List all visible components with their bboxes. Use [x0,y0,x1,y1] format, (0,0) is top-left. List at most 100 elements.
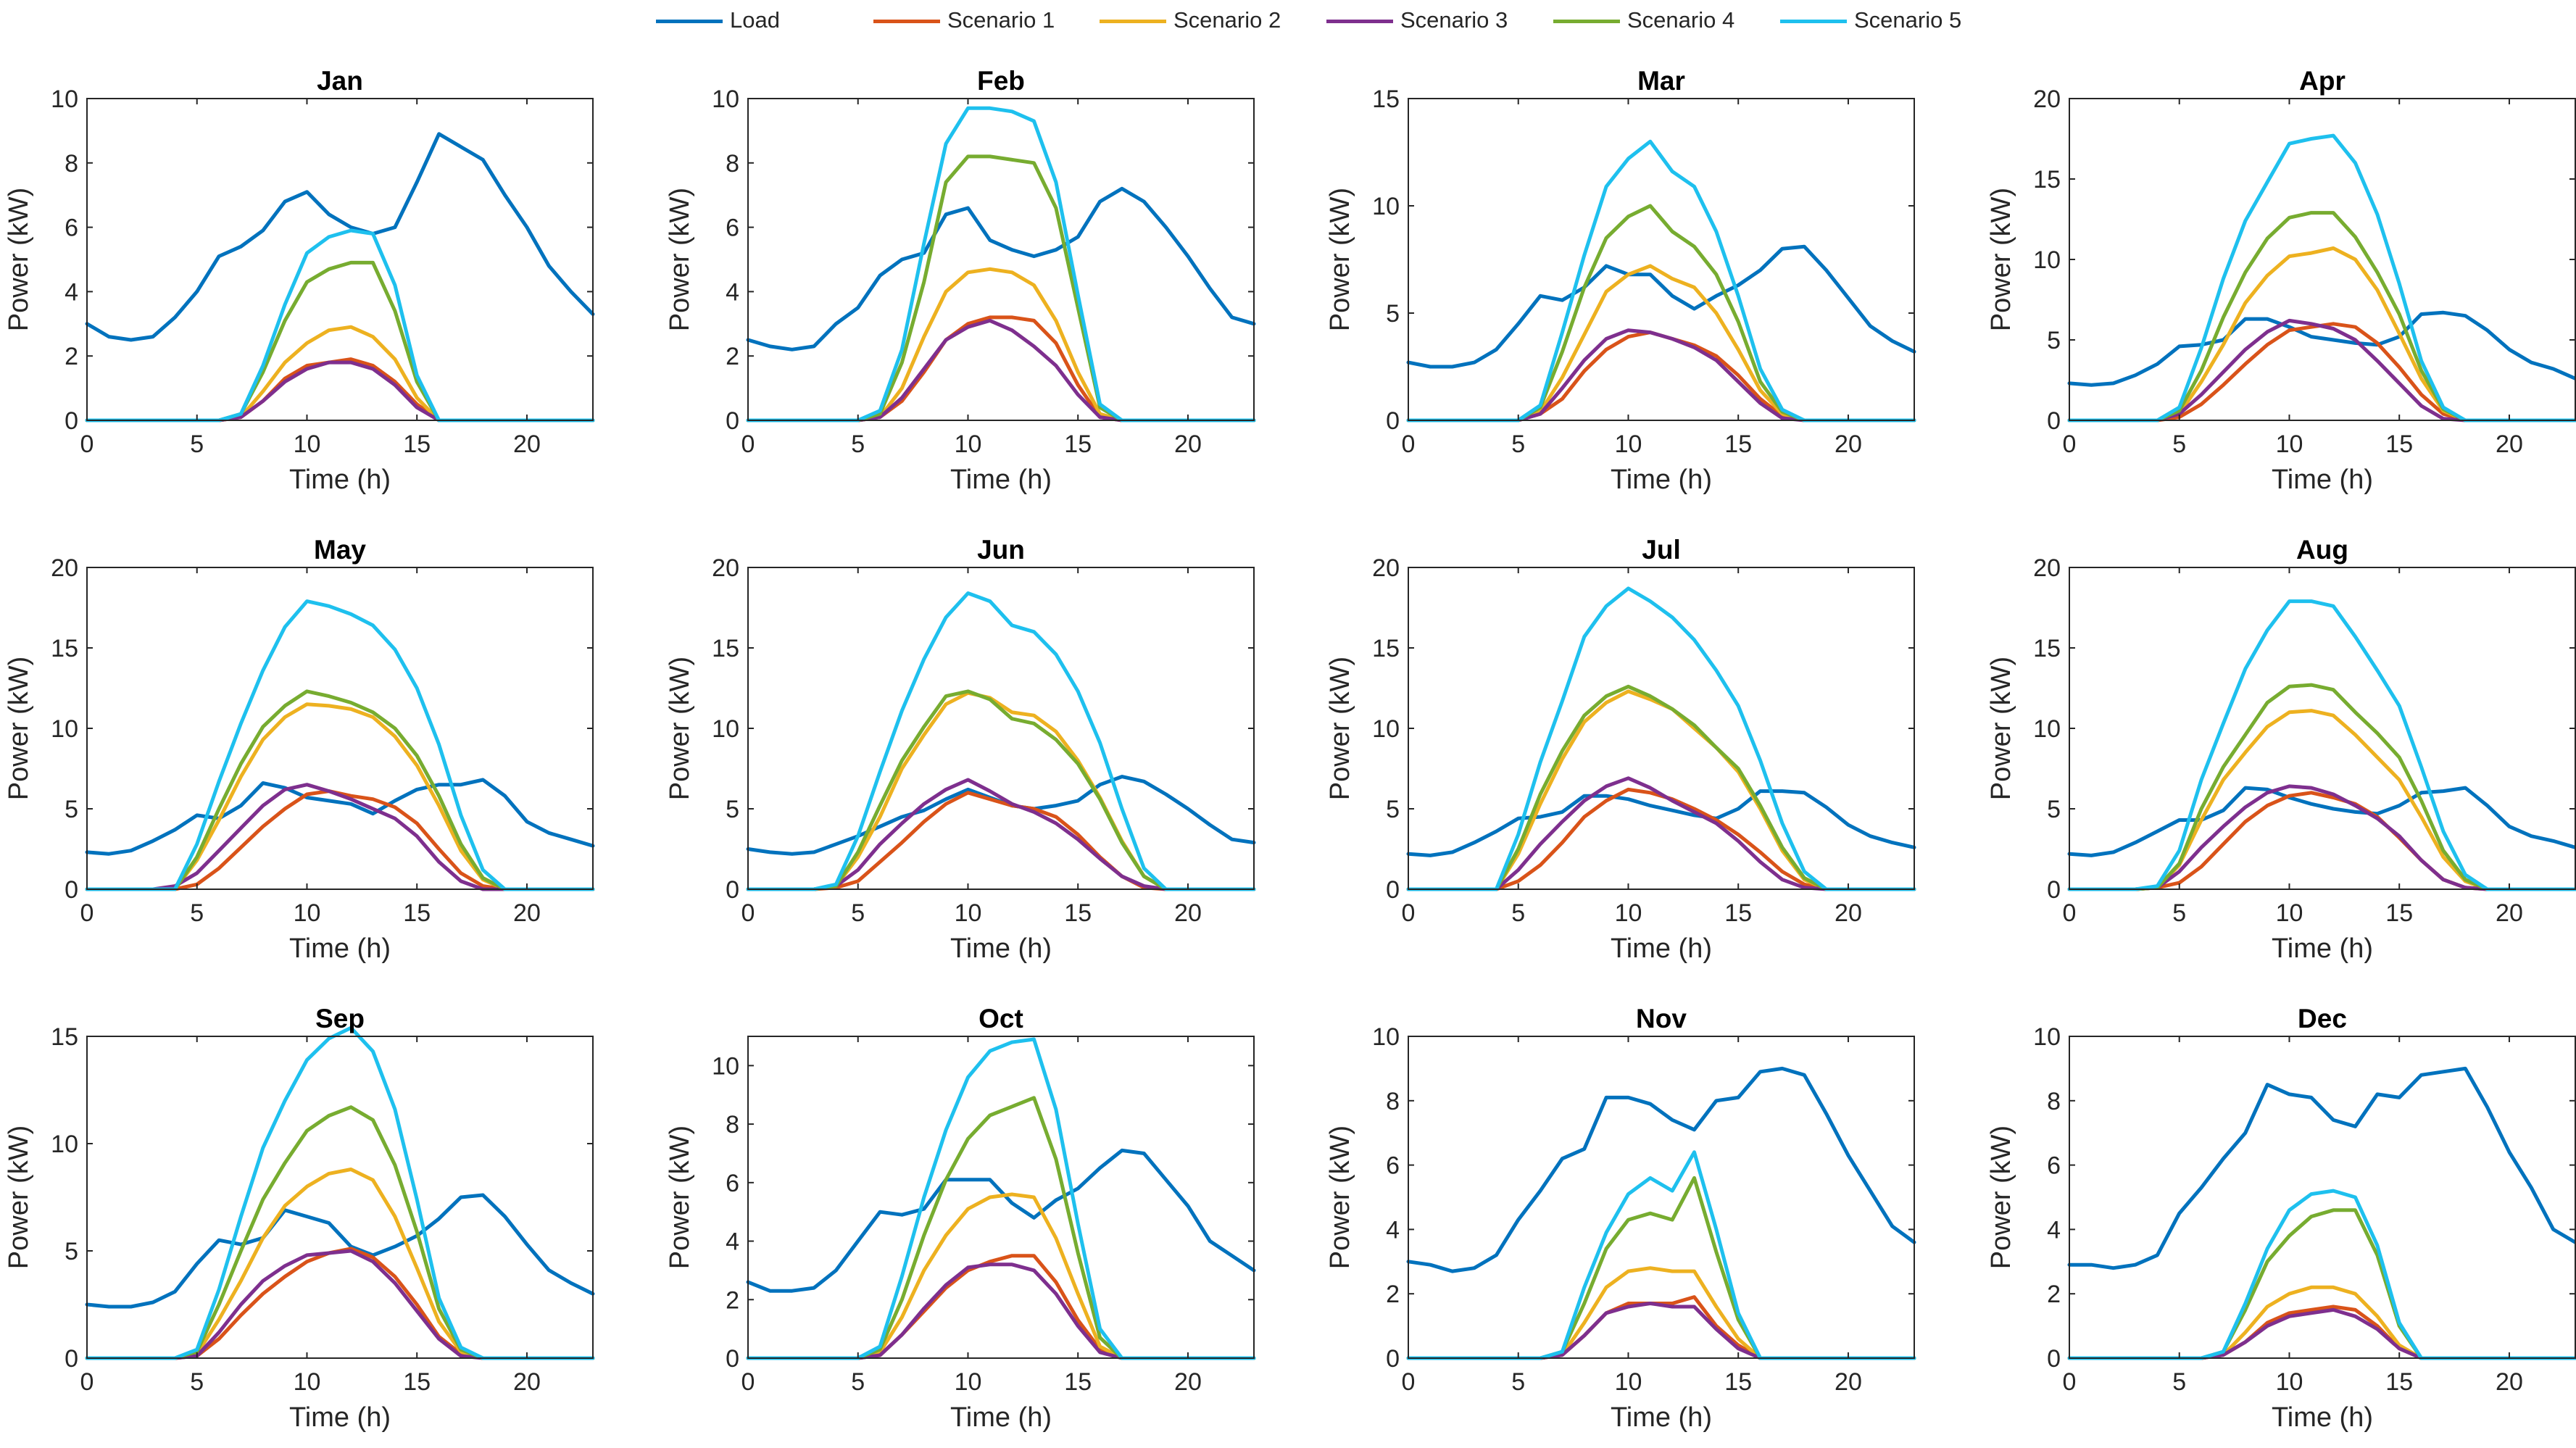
y-axis-label: Power (kW) [1325,188,1355,331]
legend: Load Scenario 1 Scenario 2 Scenario 3 Sc… [645,1,1961,38]
plot-area [1408,99,1914,420]
y-axis-label: Power (kW) [1986,188,2016,331]
legend-label-scenario-3: Scenario 3 [1400,7,1508,33]
series-line-load [1406,244,1916,369]
x-tick-label: 5 [190,1368,204,1396]
y-tick-label: 0 [65,407,78,435]
x-tick-label: 0 [1402,430,1416,458]
y-tick-label: 2 [65,343,78,370]
y-axis-label: Power (kW) [665,188,695,331]
series-line-load [85,778,595,856]
x-tick-label: 0 [80,1368,94,1396]
y-tick-label: 8 [65,150,78,178]
x-tick-label: 15 [403,1368,431,1396]
x-axis-label: Time (h) [2272,1402,2373,1433]
x-tick-label: 20 [513,899,541,927]
y-tick-label: 5 [65,1238,78,1265]
y-tick-label: 15 [2033,166,2061,194]
plot-area [748,567,1254,889]
x-tick-label: 15 [1064,430,1092,458]
x-tick-label: 20 [2496,899,2523,927]
y-axis-label: Power (kW) [665,1125,695,1269]
y-tick-label: 0 [2047,876,2061,904]
chart-title: Feb [977,66,1025,96]
plot-area [748,99,1254,420]
plot-area [87,1036,593,1358]
y-tick-label: 5 [65,796,78,823]
chart-title: Jan [317,66,363,96]
x-tick-label: 0 [80,899,94,927]
y-tick-label: 0 [1386,1345,1400,1373]
plot-area [87,99,593,420]
y-tick-label: 2 [1386,1281,1400,1308]
x-tick-label: 0 [2063,1368,2077,1396]
y-tick-label: 8 [726,150,739,178]
chart-title: Apr [2299,66,2346,96]
y-tick-label: 6 [65,215,78,242]
y-tick-label: 20 [51,554,78,582]
y-axis-label: Power (kW) [1986,657,2016,800]
y-tick-label: 10 [712,715,739,743]
axes-box [1408,98,1915,421]
y-tick-label: 6 [2047,1152,2061,1180]
chart-may: 0 5 10 15 20 0 5 10 15 20 May Time (h) Power (kW) [4,535,595,964]
y-axis-label: Power (kW) [1986,1125,2016,1269]
axes-box [2069,1036,2576,1359]
x-tick-label: 5 [851,899,865,927]
y-tick-label: 20 [2033,86,2061,113]
chart-nov: 0 5 10 15 20 0 2 4 6 8 10 Nov Time (h) Power (kW) [1325,1004,1916,1433]
x-axis-label: Time (h) [950,933,1052,964]
y-tick-label: 15 [51,635,78,662]
plot-area [1408,567,1914,889]
y-tick-label: 10 [51,1131,78,1158]
x-axis-label: Time (h) [950,1402,1052,1433]
x-tick-label: 20 [2496,430,2523,458]
legend-label-scenario-2: Scenario 2 [1173,7,1281,33]
x-tick-label: 5 [2172,430,2186,458]
y-tick-label: 0 [1386,876,1400,904]
x-tick-label: 15 [1724,899,1752,927]
series-line-load [85,132,595,342]
axes-box [747,1036,1255,1359]
y-tick-label: 0 [2047,407,2061,435]
chart-jun: 0 5 10 15 20 0 5 10 15 20 Jun Time (h) Power (kW) [665,535,1256,964]
x-tick-label: 10 [2276,1368,2303,1396]
series-line-load [2067,310,2576,387]
y-tick-label: 6 [726,215,739,242]
plot-area [2069,1036,2575,1358]
y-tick-label: 4 [2047,1216,2061,1244]
legend-swatch-scenario-4 [1553,20,1620,23]
x-tick-label: 5 [851,1368,865,1396]
x-tick-label: 20 [1835,1368,1862,1396]
y-tick-label: 4 [726,278,739,306]
y-tick-label: 0 [65,876,78,904]
series-line-load [746,186,1256,351]
y-tick-label: 10 [2033,1023,2061,1051]
y-tick-label: 8 [726,1111,739,1139]
x-tick-label: 10 [955,899,982,927]
chart-title: May [314,535,366,565]
legend-swatch-load [656,20,723,23]
y-axis-label: Power (kW) [4,1125,34,1269]
y-tick-label: 10 [1372,193,1400,220]
series-line-load [2067,1066,2576,1270]
y-tick-label: 10 [51,715,78,743]
series-line-load [1406,1066,1916,1273]
x-tick-label: 10 [294,430,321,458]
legend-swatch-scenario-3 [1326,20,1393,23]
x-tick-label: 20 [1835,430,1862,458]
series-line-load [2067,786,2576,857]
y-tick-label: 4 [65,278,78,306]
x-axis-label: Time (h) [950,465,1052,495]
x-tick-label: 5 [190,899,204,927]
x-tick-label: 5 [1511,1368,1525,1396]
plot-area [1408,1036,1914,1358]
y-tick-label: 2 [726,343,739,370]
chart-aug: 0 5 10 15 20 0 5 10 15 20 Aug Time (h) Power (kW) [1986,535,2576,964]
chart-title: Jul [1642,535,1680,565]
x-tick-label: 5 [1511,430,1525,458]
x-tick-label: 0 [2063,899,2077,927]
y-tick-label: 15 [712,635,739,662]
y-axis-label: Power (kW) [1325,657,1355,800]
y-axis-label: Power (kW) [665,657,695,800]
